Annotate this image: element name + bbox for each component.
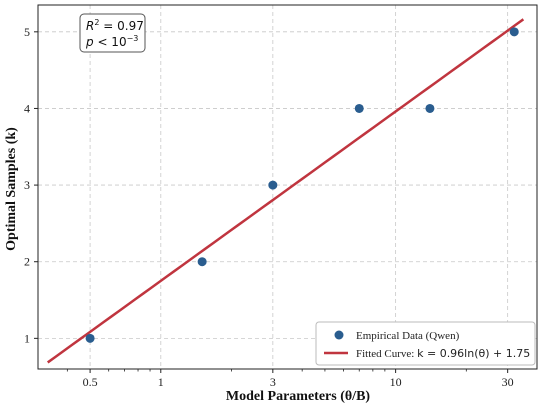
y-tick-label: 5 <box>24 25 30 39</box>
x-tick-label: 30 <box>502 375 514 389</box>
scatter-point <box>85 333 95 343</box>
x-tick-label: 1 <box>158 375 164 389</box>
legend-label-empirical: Empirical Data (Qwen) <box>356 330 460 342</box>
scatter-point <box>197 257 207 267</box>
y-tick-label: 4 <box>24 101 30 115</box>
scatter-point <box>268 180 278 190</box>
axis-ticks: 1 2 3 4 5 0.5 1 3 10 30 <box>24 25 514 389</box>
legend: Empirical Data (Qwen) Fitted Curve: k = … <box>315 321 536 366</box>
scatter-point <box>425 103 435 113</box>
plot-frame <box>37 4 538 370</box>
legend-label-fitted: Fitted Curve: k = 0.96ln(θ) + 1.75 <box>356 347 530 360</box>
scatter-point <box>509 27 519 37</box>
y-tick-label: 2 <box>24 255 30 269</box>
series-layer <box>46 18 525 364</box>
annotation-box: R2 = 0.97 p < 10−3 <box>79 13 146 53</box>
y-tick-label: 1 <box>24 331 30 345</box>
scatter-point <box>354 103 364 113</box>
annotation-p: p < 10−3 <box>85 34 138 49</box>
legend-marker-empirical <box>334 330 344 340</box>
legend-frame <box>315 321 536 366</box>
annotation-frame <box>79 13 146 53</box>
x-axis-label: Model Parameters (θ/B) <box>226 389 370 404</box>
x-tick-label: 0.5 <box>83 375 98 389</box>
x-tick-label: 3 <box>270 375 276 389</box>
fitted-curve-line <box>46 18 525 364</box>
y-axis-label: Optimal Samples (k) <box>4 127 19 251</box>
x-tick-label: 10 <box>390 375 402 389</box>
y-tick-label: 3 <box>24 178 30 192</box>
annotation-r2: R2 = 0.97 <box>86 18 144 33</box>
